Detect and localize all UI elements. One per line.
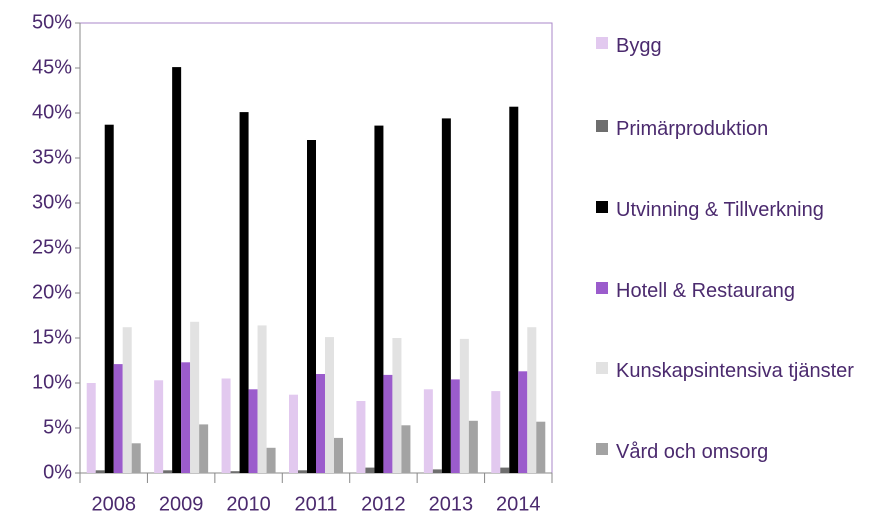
legend-label: Utvinning & Tillverkning — [616, 199, 824, 221]
bar — [325, 337, 334, 473]
legend-item: Hotell & Restaurang — [596, 276, 795, 306]
bar — [95, 470, 105, 473]
bar — [199, 424, 209, 473]
y-tick-label: 0% — [43, 461, 72, 483]
bar — [113, 364, 123, 473]
bar — [239, 112, 249, 473]
bar — [190, 321, 200, 473]
bar — [383, 374, 393, 473]
legend-item: Bygg — [596, 31, 662, 61]
x-tick-label: 2011 — [294, 493, 337, 515]
bar — [221, 378, 231, 473]
legend-item: Utvinning & Tillverkning — [596, 195, 824, 225]
bar — [509, 106, 519, 473]
bar — [468, 420, 478, 473]
bar — [356, 401, 366, 473]
bar — [307, 140, 316, 473]
bar — [131, 443, 141, 473]
bar — [104, 124, 114, 473]
x-tick-label: 2009 — [159, 493, 204, 515]
legend-swatch — [596, 120, 608, 132]
bar — [289, 394, 298, 473]
bar — [536, 421, 546, 473]
legend-label: Bygg — [616, 35, 662, 57]
bar — [432, 469, 442, 473]
bar — [122, 327, 132, 473]
bar — [527, 327, 537, 473]
legend-label: Kunskapsintensiva tjänster — [616, 360, 854, 382]
bar — [401, 425, 411, 473]
bar — [163, 470, 173, 473]
bar — [423, 389, 433, 473]
legend-label: Primärproduktion — [616, 118, 769, 140]
y-tick-label: 25% — [32, 236, 72, 258]
bar — [257, 325, 267, 473]
bar — [154, 380, 164, 473]
bar — [248, 389, 258, 473]
legend-swatch — [596, 201, 608, 213]
y-tick-label: 15% — [32, 326, 72, 348]
x-tick-label: 2013 — [429, 493, 474, 515]
y-tick-label: 40% — [32, 101, 72, 123]
legend-swatch — [596, 282, 608, 294]
bar — [298, 470, 307, 473]
bar — [86, 383, 96, 473]
bar — [266, 447, 276, 473]
legend-swatch — [596, 37, 608, 49]
legend-item: Primärproduktion — [596, 114, 768, 144]
legend-item: Vård och omsorg — [596, 437, 768, 467]
y-tick-label: 35% — [32, 146, 72, 168]
bar — [181, 362, 191, 473]
bar — [230, 471, 240, 473]
x-tick-label: 2012 — [361, 493, 406, 515]
bar — [374, 125, 384, 473]
legend: Bygg Primärproduktion Utvinning & Tillverk… — [596, 0, 879, 515]
legend-swatch — [596, 443, 608, 455]
bar — [392, 338, 402, 473]
legend-swatch — [596, 362, 608, 374]
bar — [365, 467, 375, 473]
y-tick-label: 10% — [32, 371, 72, 393]
bar — [334, 437, 343, 473]
legend-item: Kunskapsintensiva tjänster — [596, 356, 854, 386]
bar — [500, 467, 510, 473]
x-tick-label: 2008 — [91, 493, 136, 515]
x-tick-label: 2010 — [226, 493, 271, 515]
bar — [518, 371, 528, 473]
y-tick-label: 50% — [32, 11, 72, 33]
bar — [172, 67, 182, 473]
y-tick-label: 5% — [43, 416, 72, 438]
bar — [459, 338, 469, 473]
bar — [450, 379, 460, 473]
y-tick-label: 30% — [32, 191, 72, 213]
x-tick-label: 2014 — [496, 493, 541, 515]
bar — [491, 391, 501, 473]
y-tick-label: 45% — [32, 56, 72, 78]
bar — [316, 374, 325, 473]
legend-label: Hotell & Restaurang — [616, 280, 795, 302]
bar — [441, 118, 451, 474]
y-tick-label: 20% — [32, 281, 72, 303]
legend-label: Vård och omsorg — [616, 441, 769, 463]
